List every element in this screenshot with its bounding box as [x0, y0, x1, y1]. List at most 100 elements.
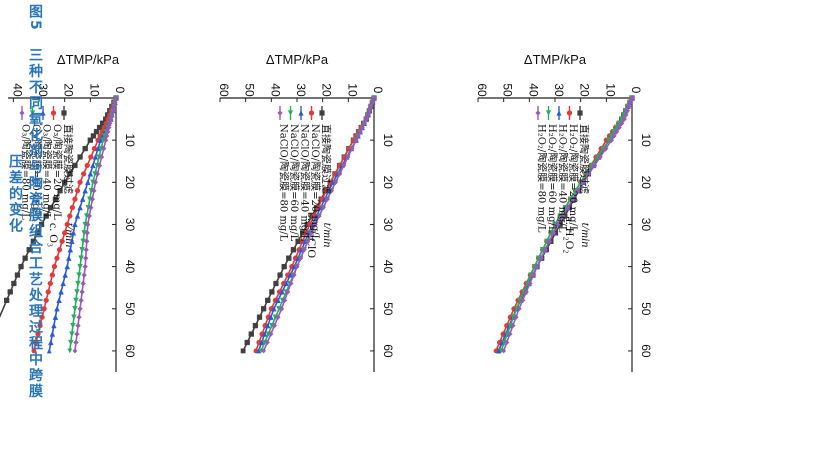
time-tick-label: 30: [639, 218, 653, 232]
series-4-marker: [542, 247, 549, 253]
series-4-marker: [312, 221, 318, 228]
tmp-tick-label: 20: [320, 83, 334, 97]
legend-marker-3: [29, 110, 36, 116]
series-4-marker: [110, 107, 116, 114]
series-4-marker: [516, 306, 522, 312]
legend-label-4: O₃/陶瓷膜=80 mg/L: [20, 124, 33, 220]
time-tick-label: 30: [381, 218, 395, 232]
series-1-marker: [84, 162, 90, 169]
tmp-axis-label: ΔTMP/kPa: [266, 52, 329, 67]
series-4-marker: [626, 103, 632, 110]
tmp-tick-label: 50: [243, 83, 257, 97]
series-4-marker: [361, 120, 368, 127]
series-1-marker: [31, 348, 37, 354]
series-3-marker: [75, 280, 81, 287]
series-2-marker: [51, 322, 57, 329]
time-tick-label: 40: [639, 260, 653, 274]
series-4-marker: [80, 280, 86, 287]
series-1-marker: [43, 297, 49, 303]
time-tick-label: 60: [381, 344, 395, 358]
series-0-marker: [256, 314, 263, 320]
series-3-marker: [78, 255, 84, 262]
series-4-marker: [86, 213, 93, 219]
series-0-marker: [52, 196, 59, 202]
series-4-marker: [538, 255, 544, 261]
legend-marker-0: [577, 110, 583, 116]
series-4-marker: [507, 331, 513, 337]
series-4-marker: [94, 171, 101, 177]
series-4-marker: [324, 196, 331, 202]
series-2-marker: [74, 213, 81, 219]
time-tick-label: 20: [381, 176, 395, 190]
series-2-marker: [54, 305, 60, 312]
series-1-marker: [37, 322, 43, 329]
series-4-marker: [523, 289, 530, 295]
series-4-marker: [353, 137, 359, 143]
time-tick-label: 20: [639, 176, 653, 190]
series-4-marker: [328, 187, 335, 194]
series-4-marker: [109, 112, 115, 118]
series-4-marker: [366, 107, 373, 114]
series-3-marker: [71, 314, 77, 321]
series-4-marker: [371, 95, 377, 101]
legend-label-1: O₃/陶瓷膜=20 mg/L: [51, 124, 64, 220]
series-4-marker: [345, 154, 351, 160]
series-4-marker: [368, 103, 374, 110]
series-4-marker: [108, 116, 114, 122]
series-2-marker: [60, 280, 66, 287]
series-4-marker: [84, 230, 91, 236]
legend-label-0: 直接陶瓷膜过滤: [320, 124, 333, 194]
series-2-marker: [275, 297, 281, 303]
legend-label-3: NaClO/陶瓷膜=60 mg/L: [288, 124, 301, 242]
series-3-marker: [79, 247, 85, 253]
series-2-marker: [264, 322, 271, 329]
series-2-marker: [95, 145, 101, 152]
series-4-marker: [107, 120, 113, 127]
series-4-marker: [113, 95, 119, 101]
series-4-marker: [102, 137, 109, 143]
series-2-marker: [268, 314, 274, 320]
series-2-marker: [283, 280, 290, 287]
series-0-marker: [57, 188, 63, 194]
series-4-marker: [112, 99, 118, 105]
caption-line-2: 压差的变化: [7, 154, 23, 234]
series-4-marker: [320, 204, 326, 211]
series-4-marker: [332, 179, 339, 186]
series-4-marker: [340, 162, 347, 169]
time-tick-label: 60: [639, 344, 653, 358]
series-4-marker: [294, 263, 300, 270]
series-0-marker: [26, 247, 32, 253]
series-0-marker: [82, 145, 88, 152]
series-0-marker: [273, 280, 279, 287]
legend-marker-3: [545, 110, 552, 116]
series-1-marker: [33, 339, 39, 346]
time-tick-label: 50: [639, 302, 653, 316]
series-0-marker: [277, 272, 283, 278]
series-3-marker: [72, 306, 78, 312]
series-0-marker: [22, 255, 28, 261]
series-4-marker: [78, 297, 84, 304]
series-4-marker: [278, 306, 285, 312]
series-4-marker: [570, 196, 576, 202]
caption-line-1: 图5 三种不同氧化剂与陶瓷膜组合工艺处理过程中跨膜: [27, 4, 43, 400]
series-2-marker: [58, 288, 64, 295]
tmp-tick-label: 10: [603, 83, 617, 97]
series-2-marker: [64, 263, 71, 270]
series-4-marker: [510, 322, 516, 329]
time-tick-label: 60: [123, 344, 137, 358]
series-4-marker: [301, 247, 307, 253]
legend-marker-1: [566, 110, 573, 116]
series-3-marker: [67, 348, 73, 354]
tmp-tick-label: 60: [217, 83, 231, 97]
series-4-marker: [77, 306, 83, 312]
series-4-marker: [554, 221, 561, 228]
legend-marker-4: [19, 110, 25, 116]
series-4-marker: [618, 120, 625, 127]
series-0-marker: [34, 230, 41, 236]
panel-label: a. H₂O₂: [563, 216, 577, 253]
series-4-marker: [75, 322, 81, 329]
series-4-marker: [546, 238, 553, 245]
tmp-tick-label: 40: [526, 83, 540, 97]
